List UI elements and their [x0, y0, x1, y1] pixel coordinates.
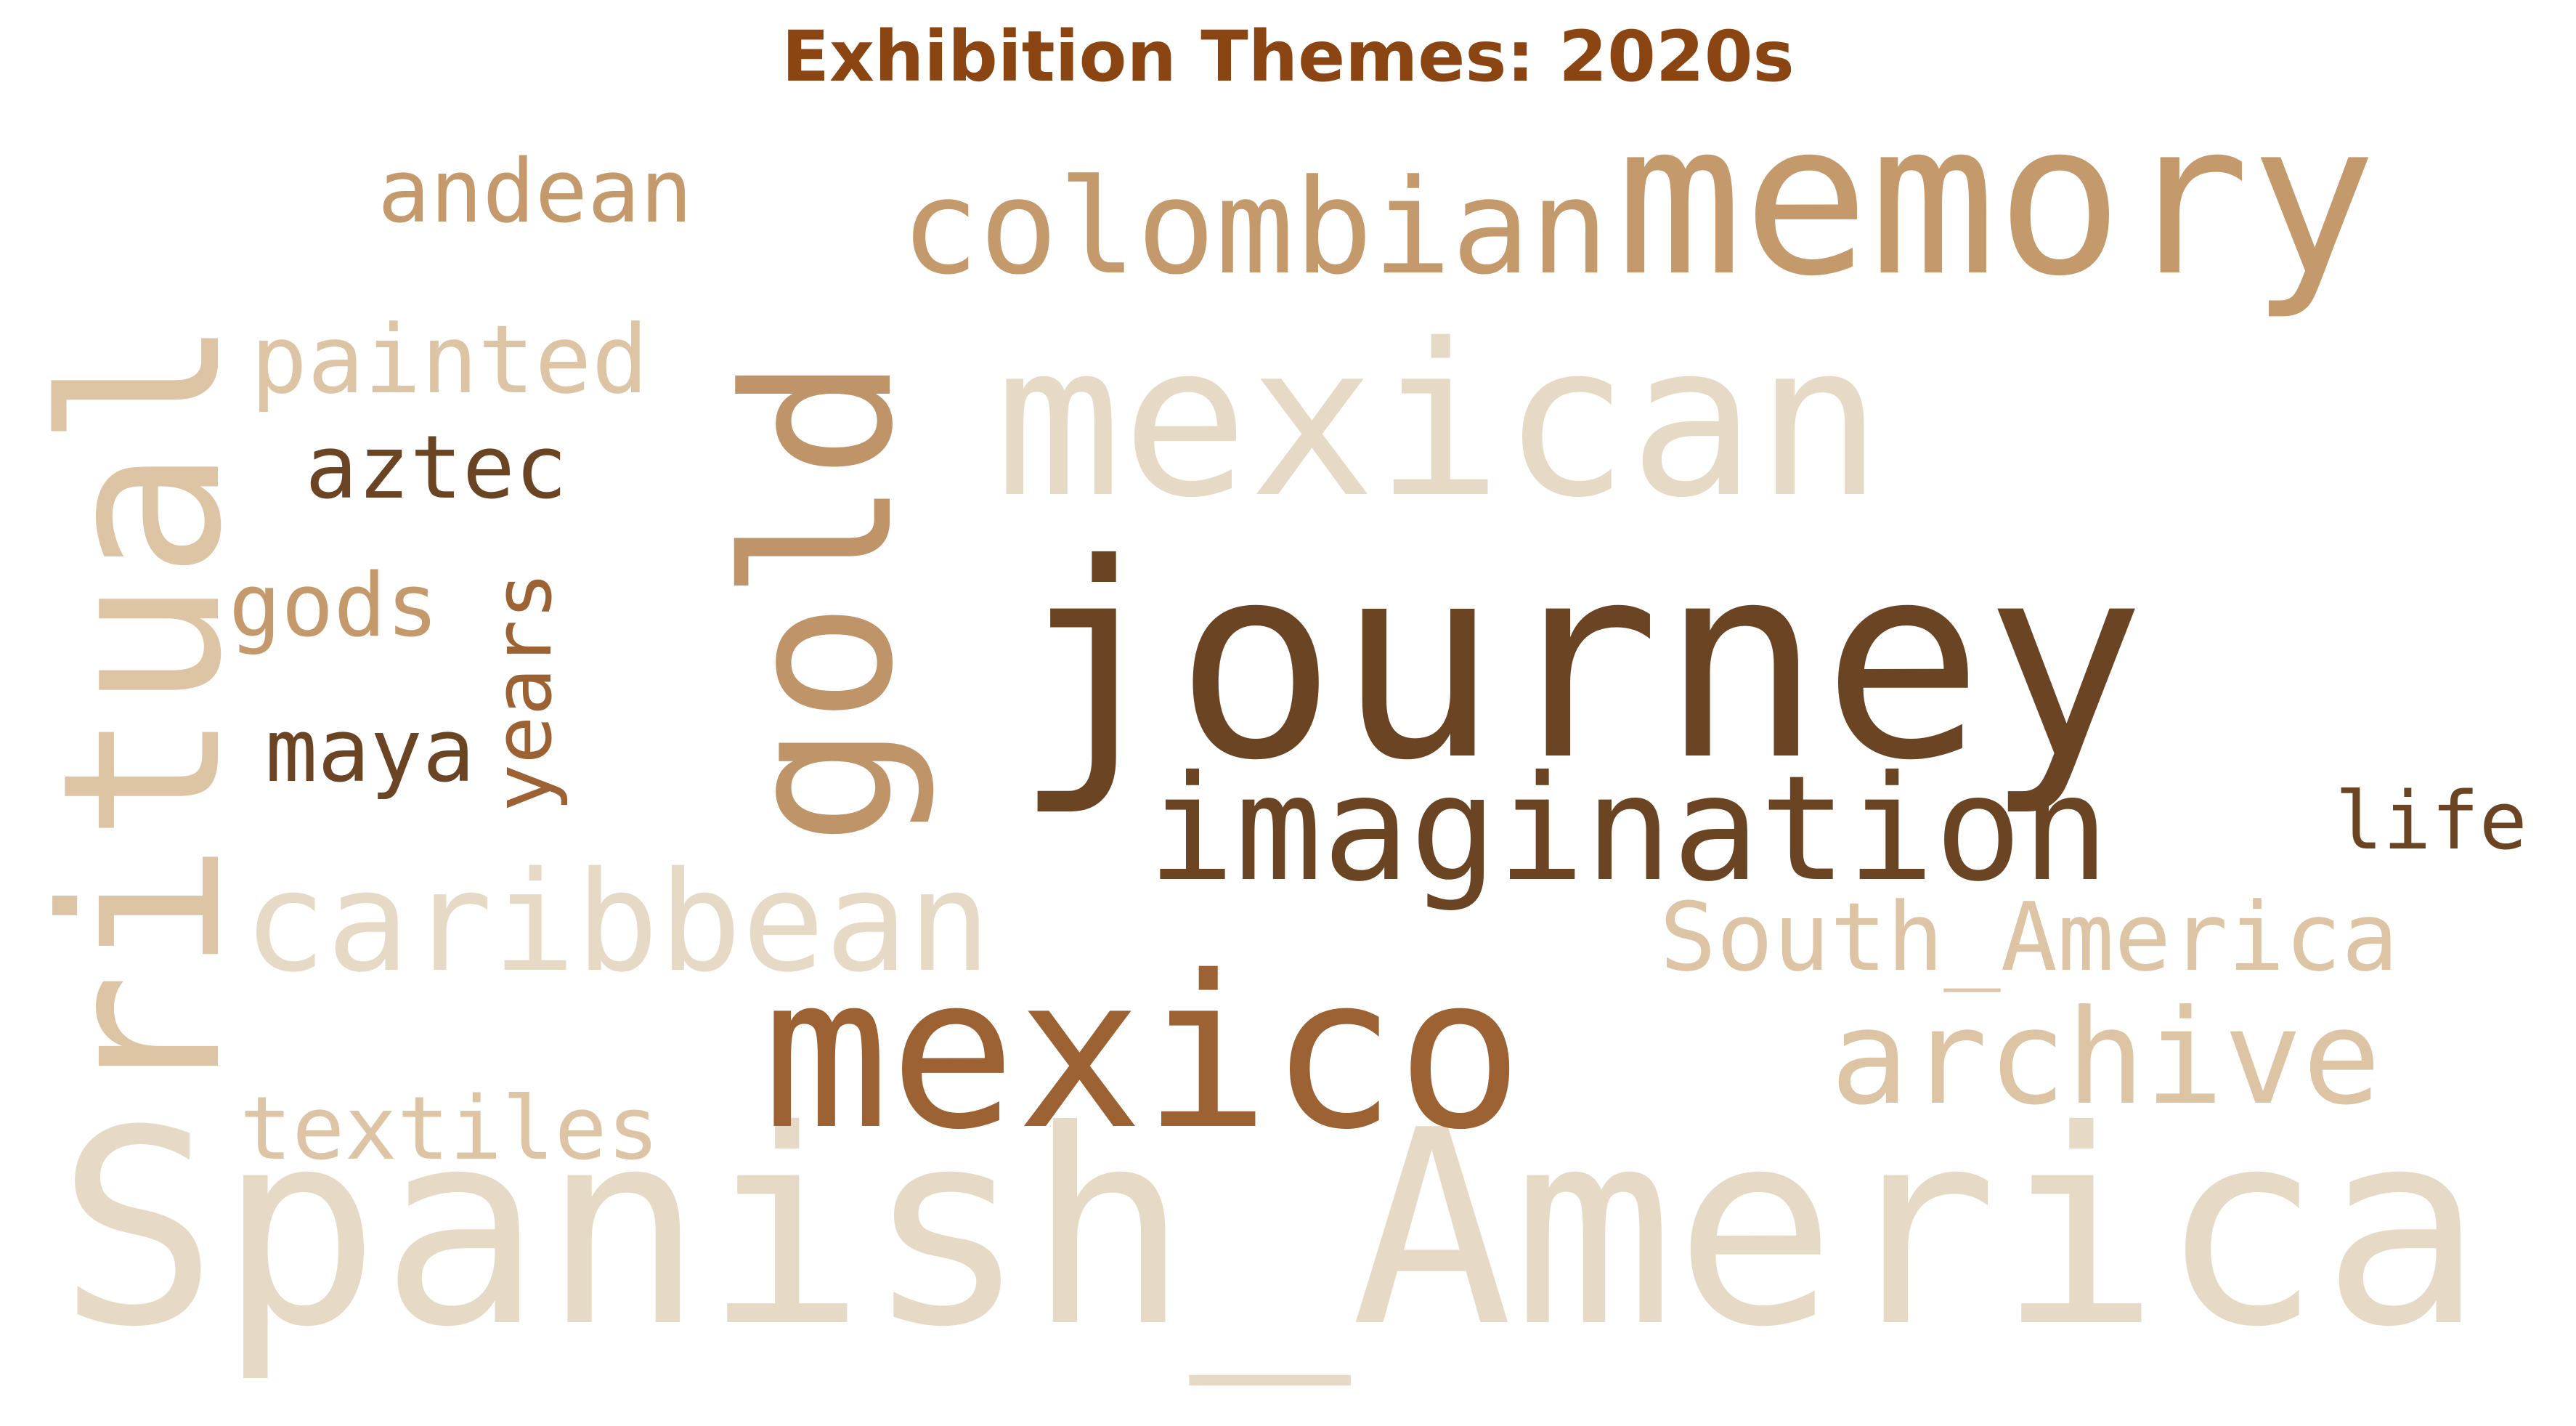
word-caribbean: caribbean: [243, 842, 991, 1002]
word-aztec: aztec: [305, 418, 567, 519]
word-spanish-america: Spanish_America: [57, 1074, 2483, 1390]
word-gold: gold: [702, 357, 938, 846]
chart-title: Exhibition Themes: 2020s: [781, 16, 1795, 97]
word-ritual: ritual: [16, 317, 269, 1104]
word-south-america: South_America: [1659, 882, 2398, 992]
word-years: years: [476, 572, 569, 812]
word-memory: memory: [1616, 78, 2377, 323]
word-andean: andean: [378, 142, 692, 243]
word-mexican: mexican: [995, 299, 1882, 544]
word-gods: gods: [229, 556, 439, 657]
word-mexico: mexico: [763, 931, 1524, 1176]
word-maya: maya: [265, 701, 475, 802]
word-imagination: imagination: [1147, 745, 2110, 914]
word-colombian: colombian: [901, 152, 1609, 304]
word-journey: journey: [1013, 507, 2145, 819]
word-textiles: textiles: [240, 1079, 659, 1180]
word-archive: archive: [1830, 982, 2381, 1134]
word-life: life: [2335, 774, 2527, 867]
word-painted: painted: [251, 304, 649, 415]
